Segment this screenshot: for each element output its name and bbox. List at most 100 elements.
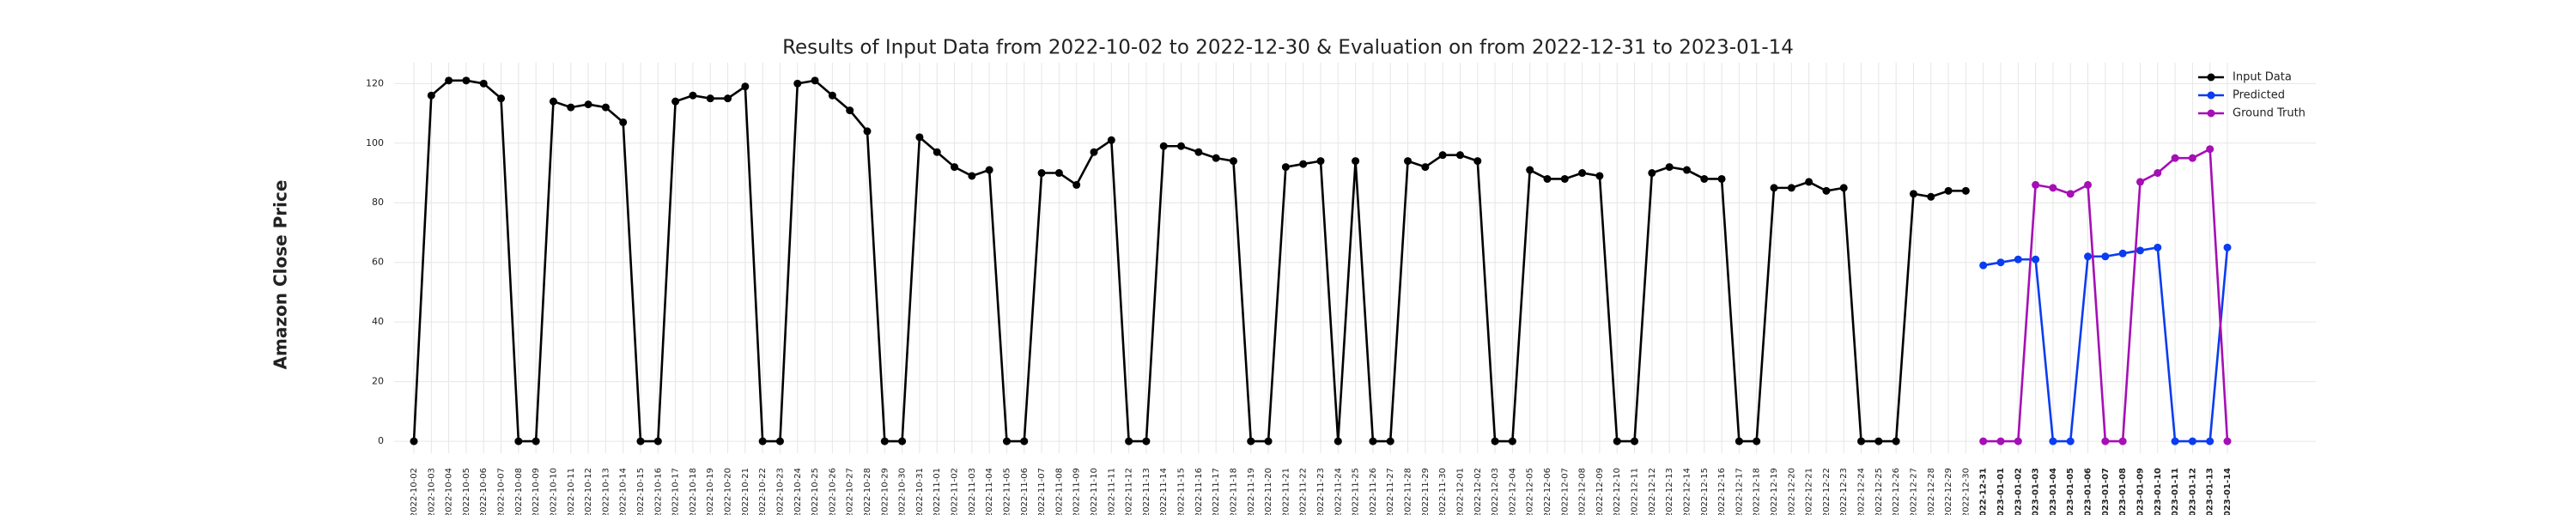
x-tick-label: 2022-11-08 [1054,468,1064,515]
data-point [706,94,714,103]
data-point [880,437,889,445]
data-point [1961,186,1970,195]
x-tick-label: 2022-12-02 [1473,468,1483,515]
x-tick-label: 2022-10-11 [567,468,576,515]
data-point [793,79,802,88]
data-point [1421,163,1430,172]
data-point [1648,169,1656,178]
x-tick-label: 2023-01-13 [2206,468,2215,515]
x-tick-label: 2022-10-15 [636,468,646,515]
x-tick-label: 2022-11-30 [1438,468,1448,515]
x-tick-label: 2022-12-14 [1682,468,1692,515]
legend-label: Predicted [2233,89,2285,102]
data-point [2032,180,2040,189]
data-point [915,133,924,142]
data-point [1107,136,1115,144]
data-point [1892,437,1900,445]
x-tick-label: 2023-01-10 [2154,468,2163,515]
data-point [2084,180,2093,189]
series [1979,243,2232,445]
data-point [1002,437,1011,445]
data-point [1369,437,1377,445]
data-point [1037,169,1046,178]
x-tick-label: 2022-11-19 [1247,468,1256,515]
x-tick-label: 2022-10-09 [532,468,541,515]
x-tick-label: 2022-11-12 [1125,468,1134,515]
data-point [479,79,488,88]
data-point [2223,437,2232,445]
x-tick-label: 2022-12-27 [1909,468,1918,515]
y-tick-label: 0 [378,435,384,446]
x-tick-label: 2023-01-04 [2049,468,2058,515]
y-tick-label: 100 [366,137,384,148]
data-point [1229,157,1237,166]
x-tick-label: 2023-01-07 [2101,468,2111,515]
y-tick-label: 20 [372,376,384,387]
data-point [2206,437,2215,445]
data-point [2049,437,2057,445]
x-tick-label: 2022-11-23 [1316,468,1326,515]
data-point [1560,174,1569,183]
legend-marker [2207,73,2215,82]
x-tick-label: 2022-11-09 [1072,468,1082,515]
data-point [1142,437,1151,445]
x-tick-label: 2022-11-10 [1090,468,1099,515]
x-tick-label: 2022-12-15 [1700,468,1710,515]
x-tick-label: 2022-12-25 [1874,468,1884,515]
x-tick-label: 2022-11-28 [1404,468,1413,515]
x-tick-label: 2022-10-05 [462,468,471,515]
x-tick-label: 2022-11-02 [951,468,960,515]
x-tick-label: 2023-01-11 [2171,468,2180,515]
data-point [689,91,697,100]
data-point [1352,157,1360,166]
x-tick-label: 2022-10-06 [479,468,489,515]
x-tick-label: 2022-12-29 [1944,468,1953,515]
data-point [2118,437,2127,445]
data-point [584,100,592,109]
data-point [2206,145,2215,154]
x-tick-label: 2022-12-20 [1787,468,1796,515]
data-point [1177,142,1186,150]
x-tick-label: 2022-11-13 [1142,468,1151,515]
data-point [2101,437,2110,445]
data-point [985,166,993,174]
data-point [549,97,557,106]
x-tick-label: 2022-10-22 [758,468,768,515]
y-tick-label: 40 [372,316,384,327]
x-tick-label: 2022-10-08 [514,468,524,515]
data-point [1909,190,1917,198]
data-point [1072,180,1081,189]
x-tick-label: 2022-11-14 [1159,468,1169,515]
data-point [1386,437,1394,445]
data-point [1212,154,1220,162]
data-point [1979,437,1988,445]
data-point [1247,437,1255,445]
data-point [410,437,418,445]
data-point [1682,166,1691,174]
data-point [1996,258,2005,267]
data-point [2171,154,2179,162]
x-tick-label: 2022-12-04 [1508,468,1517,515]
x-tick-label: 2023-01-12 [2188,468,2197,515]
x-tick-label: 2022-10-20 [724,468,733,515]
data-point [1438,151,1447,160]
x-tick-label: 2022-11-22 [1299,468,1309,515]
x-tick-label: 2022-12-22 [1822,468,1832,515]
x-tick-label: 2023-01-01 [1996,468,2006,515]
x-tick-label: 2023-01-03 [2032,468,2041,515]
x-tick-label: 2022-11-25 [1352,468,1361,515]
data-point [1927,192,1935,201]
x-tick-label: 2022-12-03 [1491,468,1500,515]
y-tick-label: 120 [366,77,384,88]
data-point [1281,163,1290,172]
data-point [741,82,750,91]
data-point [2066,190,2075,198]
data-point [1543,174,1552,183]
x-tick-label: 2022-11-26 [1369,468,1378,515]
data-point [775,437,784,445]
data-point [445,76,453,85]
data-point [2223,243,2232,251]
data-point [1700,174,1709,183]
y-axis-label: Amazon Close Price [270,180,291,370]
